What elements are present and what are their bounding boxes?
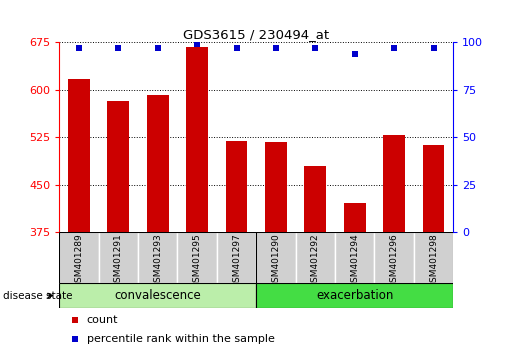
Text: GSM401297: GSM401297 xyxy=(232,233,241,288)
Text: GSM401298: GSM401298 xyxy=(429,233,438,288)
Text: GSM401292: GSM401292 xyxy=(311,233,320,288)
Bar xyxy=(186,47,208,232)
Text: GSM401291: GSM401291 xyxy=(114,233,123,288)
Bar xyxy=(99,232,138,283)
Text: percentile rank within the sample: percentile rank within the sample xyxy=(87,333,274,344)
Bar xyxy=(335,232,374,283)
Bar xyxy=(256,232,296,283)
Bar xyxy=(374,232,414,283)
Text: GSM401293: GSM401293 xyxy=(153,233,162,288)
Text: GSM401296: GSM401296 xyxy=(390,233,399,288)
Title: GDS3615 / 230494_at: GDS3615 / 230494_at xyxy=(183,28,329,41)
Text: GSM401294: GSM401294 xyxy=(350,233,359,288)
Text: GSM401290: GSM401290 xyxy=(271,233,280,288)
Text: disease state: disease state xyxy=(3,291,72,301)
Text: convalescence: convalescence xyxy=(114,289,201,302)
Bar xyxy=(226,141,247,232)
Text: count: count xyxy=(87,315,118,325)
Bar xyxy=(296,232,335,283)
Bar xyxy=(383,135,405,232)
Bar xyxy=(68,79,90,232)
Bar xyxy=(344,204,366,232)
Bar xyxy=(423,145,444,232)
Bar xyxy=(138,232,177,283)
Bar xyxy=(304,166,326,232)
Text: GSM401289: GSM401289 xyxy=(75,233,83,288)
Bar xyxy=(177,232,217,283)
Bar xyxy=(265,142,287,232)
Bar xyxy=(59,283,256,308)
Bar xyxy=(59,232,99,283)
Bar xyxy=(217,232,256,283)
Bar xyxy=(147,95,168,232)
Text: GSM401295: GSM401295 xyxy=(193,233,201,288)
Bar xyxy=(414,232,453,283)
Bar xyxy=(256,283,453,308)
Text: exacerbation: exacerbation xyxy=(316,289,393,302)
Bar xyxy=(108,101,129,232)
